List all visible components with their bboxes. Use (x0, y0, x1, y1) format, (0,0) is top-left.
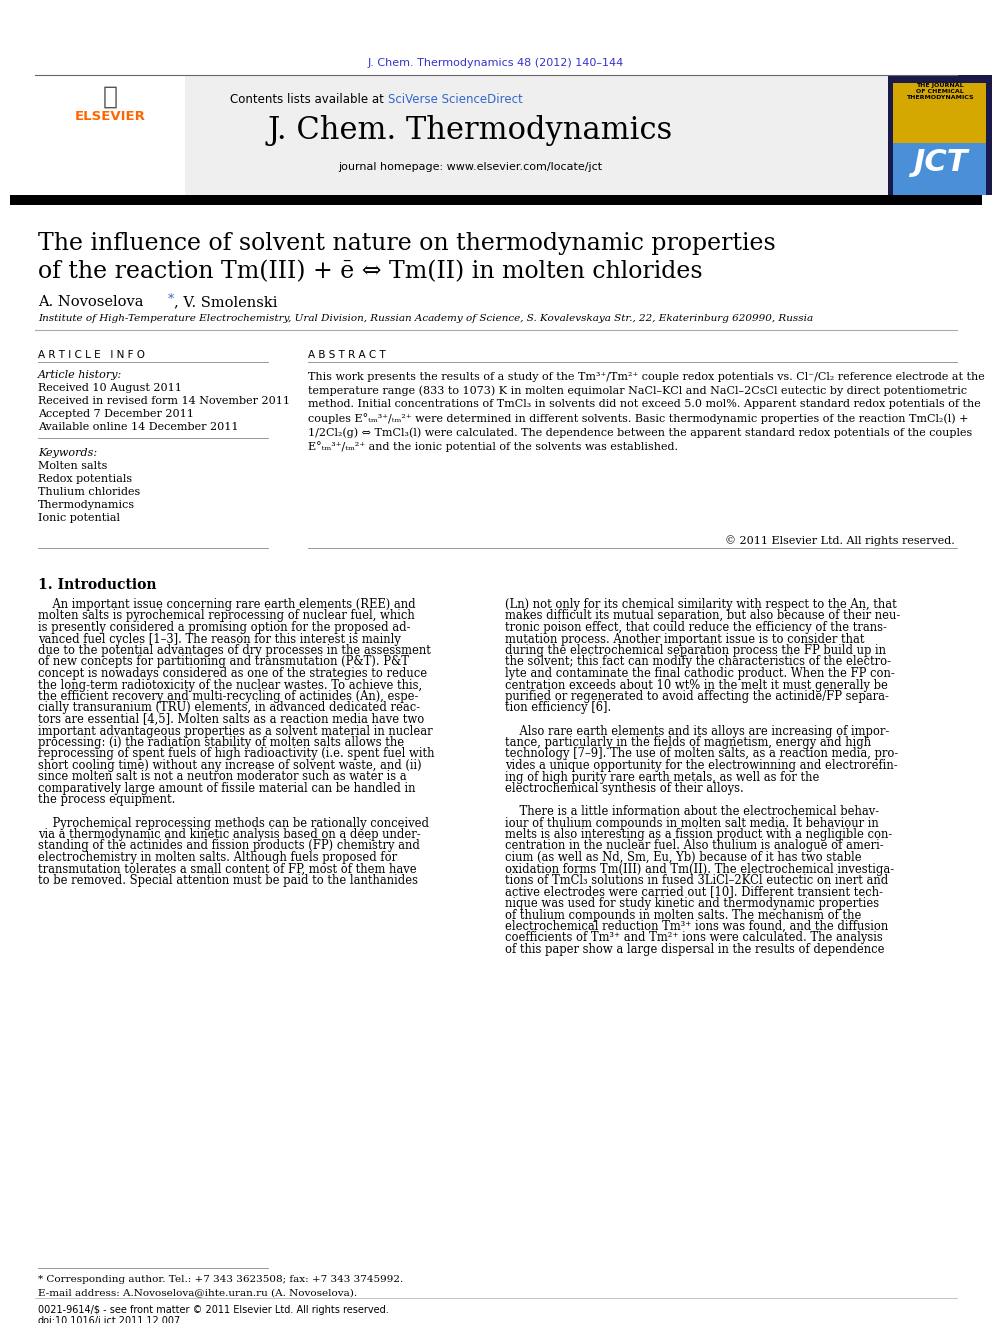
Text: * Corresponding author. Tel.: +7 343 3623508; fax: +7 343 3745992.: * Corresponding author. Tel.: +7 343 362… (38, 1275, 404, 1285)
Text: tance, particularly in the fields of magnetism, energy and high: tance, particularly in the fields of mag… (505, 736, 871, 749)
Text: the solvent; this fact can modify the characteristics of the electro-: the solvent; this fact can modify the ch… (505, 655, 891, 668)
Text: 0021-9614/$ - see front matter © 2011 Elsevier Ltd. All rights reserved.: 0021-9614/$ - see front matter © 2011 El… (38, 1304, 389, 1315)
Text: (Ln) not only for its chemical similarity with respect to the An, that: (Ln) not only for its chemical similarit… (505, 598, 897, 611)
Text: tions of TmCl₃ solutions in fused 3LiCl–2KCl eutectic on inert and: tions of TmCl₃ solutions in fused 3LiCl–… (505, 875, 888, 886)
Text: during the electrochemical separation process the FP build up in: during the electrochemical separation pr… (505, 644, 886, 658)
Text: Thulium chlorides: Thulium chlorides (38, 487, 140, 497)
Text: SciVerse ScienceDirect: SciVerse ScienceDirect (388, 93, 523, 106)
Text: of the reaction Tm(III) + ē ⇔ Tm(II) in molten chlorides: of the reaction Tm(III) + ē ⇔ Tm(II) in … (38, 261, 702, 283)
Text: cially transuranium (TRU) elements, in advanced dedicated reac-: cially transuranium (TRU) elements, in a… (38, 701, 421, 714)
Text: An important issue concerning rare earth elements (REE) and: An important issue concerning rare earth… (38, 598, 416, 611)
Text: via a thermodynamic and kinetic analysis based on a deep under-: via a thermodynamic and kinetic analysis… (38, 828, 421, 841)
Bar (10, 194, 982, 205)
Text: A. Novoselova: A. Novoselova (38, 295, 144, 310)
Text: tion efficiency [6].: tion efficiency [6]. (505, 701, 611, 714)
Text: vides a unique opportunity for the electrowinning and electrorefin-: vides a unique opportunity for the elect… (505, 759, 898, 773)
Text: , V. Smolenski: , V. Smolenski (174, 295, 278, 310)
Text: coefficients of Tm³⁺ and Tm²⁺ ions were calculated. The analysis: coefficients of Tm³⁺ and Tm²⁺ ions were … (505, 931, 883, 945)
Bar (893, 83, 986, 148)
Text: oxidation forms Tm(III) and Tm(II). The electrochemical investiga-: oxidation forms Tm(III) and Tm(II). The … (505, 863, 894, 876)
Text: processing: (i) the radiation stability of molten salts allows the: processing: (i) the radiation stability … (38, 736, 404, 749)
Text: vanced fuel cycles [1–3]. The reason for this interest is mainly: vanced fuel cycles [1–3]. The reason for… (38, 632, 401, 646)
Text: the efficient recovery and multi-recycling of actinides (An), espe-: the efficient recovery and multi-recycli… (38, 691, 419, 703)
Text: concept is nowadays considered as one of the strategies to reduce: concept is nowadays considered as one of… (38, 667, 428, 680)
Text: Also rare earth elements and its alloys are increasing of impor-: Also rare earth elements and its alloys … (505, 725, 889, 737)
Text: electrochemistry in molten salts. Although fuels proposed for: electrochemistry in molten salts. Althou… (38, 851, 397, 864)
Text: short cooling time) without any increase of solvent waste, and (ii): short cooling time) without any increase… (38, 759, 422, 773)
Text: Received in revised form 14 November 2011: Received in revised form 14 November 201… (38, 396, 290, 406)
Text: A R T I C L E   I N F O: A R T I C L E I N F O (38, 351, 145, 360)
Text: is presently considered a promising option for the proposed ad-: is presently considered a promising opti… (38, 620, 411, 634)
Text: of new concepts for partitioning and transmutation (P&T). P&T: of new concepts for partitioning and tra… (38, 655, 409, 668)
Text: lyte and contaminate the final cathodic product. When the FP con-: lyte and contaminate the final cathodic … (505, 667, 895, 680)
Text: Thermodynamics: Thermodynamics (38, 500, 135, 509)
Text: *: * (168, 292, 175, 306)
Text: nique was used for study kinetic and thermodynamic properties: nique was used for study kinetic and the… (505, 897, 879, 910)
Text: There is a little information about the electrochemical behav-: There is a little information about the … (505, 804, 879, 818)
Text: due to the potential advantages of dry processes in the assessment: due to the potential advantages of dry p… (38, 644, 431, 658)
Text: J. Chem. Thermodynamics: J. Chem. Thermodynamics (268, 115, 673, 146)
Text: Contents lists available at: Contents lists available at (230, 93, 388, 106)
Text: centration exceeds about 10 wt% in the melt it must generally be: centration exceeds about 10 wt% in the m… (505, 679, 888, 692)
Text: JCT: JCT (913, 148, 967, 177)
Text: © 2011 Elsevier Ltd. All rights reserved.: © 2011 Elsevier Ltd. All rights reserved… (725, 534, 955, 546)
Text: Received 10 August 2011: Received 10 August 2011 (38, 382, 182, 393)
Bar (888, 75, 992, 194)
Bar (35, 75, 185, 194)
Text: 🌿: 🌿 (102, 85, 117, 108)
Text: THE JOURNAL
OF CHEMICAL
THERMODYNAMICS: THE JOURNAL OF CHEMICAL THERMODYNAMICS (906, 83, 974, 101)
Text: journal homepage: www.elsevier.com/locate/jct: journal homepage: www.elsevier.com/locat… (338, 161, 602, 172)
Text: Accepted 7 December 2011: Accepted 7 December 2011 (38, 409, 193, 419)
Text: of this paper show a large dispersal in the results of dependence: of this paper show a large dispersal in … (505, 943, 885, 957)
Text: the long-term radiotoxicity of the nuclear wastes. To achieve this,: the long-term radiotoxicity of the nucle… (38, 679, 423, 692)
Text: ELSEVIER: ELSEVIER (74, 110, 146, 123)
Text: The influence of solvent nature on thermodynamic properties: The influence of solvent nature on therm… (38, 232, 776, 255)
Text: Pyrochemical reprocessing methods can be rationally conceived: Pyrochemical reprocessing methods can be… (38, 816, 429, 830)
Text: to be removed. Special attention must be paid to the lanthanides: to be removed. Special attention must be… (38, 875, 418, 886)
Text: electrochemical reduction Tm³⁺ ions was found, and the diffusion: electrochemical reduction Tm³⁺ ions was … (505, 919, 888, 933)
Text: Article history:: Article history: (38, 370, 122, 380)
Text: important advantageous properties as a solvent material in nuclear: important advantageous properties as a s… (38, 725, 433, 737)
Text: makes difficult its mutual separation, but also because of their neu-: makes difficult its mutual separation, b… (505, 610, 901, 623)
Text: A B S T R A C T: A B S T R A C T (308, 351, 386, 360)
Text: ing of high purity rare earth metals, as well as for the: ing of high purity rare earth metals, as… (505, 770, 819, 783)
Text: tronic poison effect, that could reduce the efficiency of the trans-: tronic poison effect, that could reduce … (505, 620, 887, 634)
Text: Available online 14 December 2011: Available online 14 December 2011 (38, 422, 238, 433)
Text: E-mail address: A.Novoselova@ihte.uran.ru (A. Novoselova).: E-mail address: A.Novoselova@ihte.uran.r… (38, 1289, 357, 1297)
Text: cium (as well as Nd, Sm, Eu, Yb) because of it has two stable: cium (as well as Nd, Sm, Eu, Yb) because… (505, 851, 862, 864)
Text: melts is also interesting as a fission product with a negligible con-: melts is also interesting as a fission p… (505, 828, 892, 841)
Text: comparatively large amount of fissile material can be handled in: comparatively large amount of fissile ma… (38, 782, 416, 795)
Text: Institute of High-Temperature Electrochemistry, Ural Division, Russian Academy o: Institute of High-Temperature Electroche… (38, 314, 813, 323)
Bar (893, 143, 986, 194)
Text: purified or regenerated to avoid affecting the actinide/FP separa-: purified or regenerated to avoid affecti… (505, 691, 889, 703)
Text: electrochemical synthesis of their alloys.: electrochemical synthesis of their alloy… (505, 782, 744, 795)
Text: Redox potentials: Redox potentials (38, 474, 132, 484)
Text: molten salts is pyrochemical reprocessing of nuclear fuel, which: molten salts is pyrochemical reprocessin… (38, 610, 415, 623)
Text: Keywords:: Keywords: (38, 448, 97, 458)
Text: transmutation tolerates a small content of FP, most of them have: transmutation tolerates a small content … (38, 863, 417, 876)
Text: tors are essential [4,5]. Molten salts as a reaction media have two: tors are essential [4,5]. Molten salts a… (38, 713, 425, 726)
Text: since molten salt is not a neutron moderator such as water is a: since molten salt is not a neutron moder… (38, 770, 407, 783)
Text: J. Chem. Thermodynamics 48 (2012) 140–144: J. Chem. Thermodynamics 48 (2012) 140–14… (368, 58, 624, 67)
Text: mutation process. Another important issue is to consider that: mutation process. Another important issu… (505, 632, 864, 646)
Text: Molten salts: Molten salts (38, 460, 107, 471)
Text: Ionic potential: Ionic potential (38, 513, 120, 523)
Text: technology [7–9]. The use of molten salts, as a reaction media, pro-: technology [7–9]. The use of molten salt… (505, 747, 898, 761)
Bar (35, 75, 957, 194)
Text: active electrodes were carried out [10]. Different transient tech-: active electrodes were carried out [10].… (505, 885, 883, 898)
Text: the process equipment.: the process equipment. (38, 794, 176, 807)
Text: 1. Introduction: 1. Introduction (38, 578, 157, 591)
Text: iour of thulium compounds in molten salt media. It behaviour in: iour of thulium compounds in molten salt… (505, 816, 879, 830)
Text: reprocessing of spent fuels of high radioactivity (i.e. spent fuel with: reprocessing of spent fuels of high radi… (38, 747, 434, 761)
Text: doi:10.1016/j.jct.2011.12.007: doi:10.1016/j.jct.2011.12.007 (38, 1316, 182, 1323)
Text: of thulium compounds in molten salts. The mechanism of the: of thulium compounds in molten salts. Th… (505, 909, 861, 922)
Text: This work presents the results of a study of the Tm³⁺/Tm²⁺ couple redox potentia: This work presents the results of a stud… (308, 372, 985, 452)
Text: centration in the nuclear fuel. Also thulium is analogue of ameri-: centration in the nuclear fuel. Also thu… (505, 840, 884, 852)
Text: standing of the actinides and fission products (FP) chemistry and: standing of the actinides and fission pr… (38, 840, 420, 852)
